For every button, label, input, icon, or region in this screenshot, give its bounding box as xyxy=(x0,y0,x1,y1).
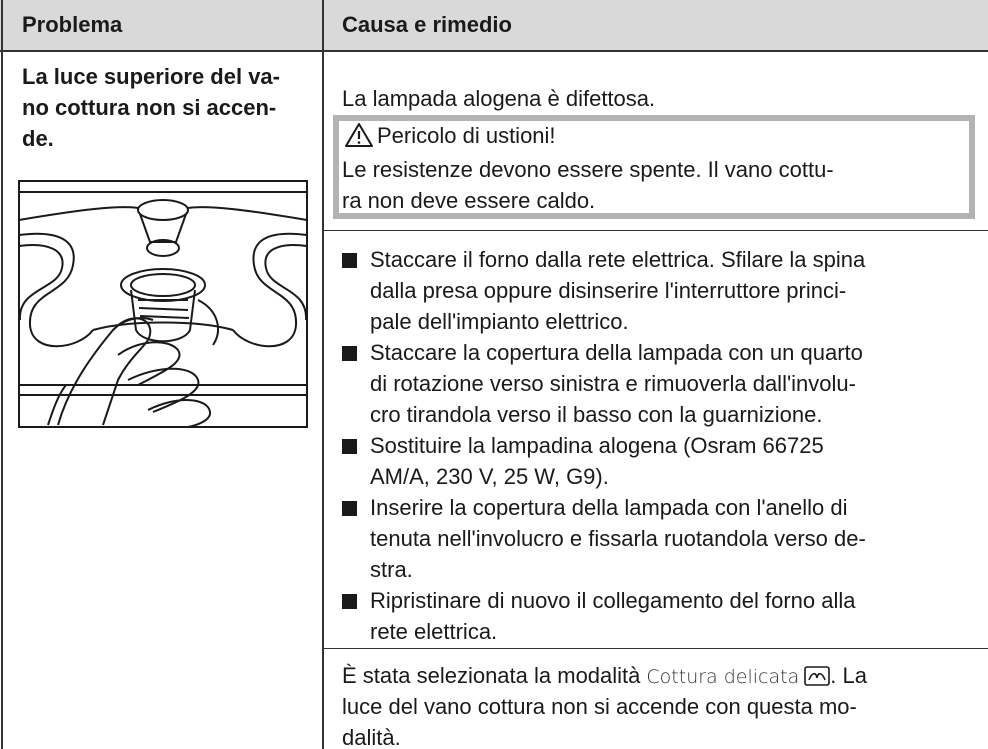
warning-title: Pericolo di ustioni! xyxy=(377,123,556,148)
mode-icon xyxy=(804,666,831,686)
step-text: cro tirandola verso il basso con la guar… xyxy=(370,402,823,427)
header-row xyxy=(0,0,988,50)
note-text: luce del vano cottura non si accende con… xyxy=(342,694,857,719)
note-text: dalità. xyxy=(342,725,401,749)
step-text: Staccare il forno dalla rete elettrica. … xyxy=(370,247,866,272)
note-text: . La xyxy=(830,663,867,688)
step-text: dalla presa oppure disinserire l'interru… xyxy=(370,278,847,303)
cause-text: La lampada alogena è difettosa. xyxy=(342,86,656,111)
table-border xyxy=(1,0,3,749)
step-text: pale dell'impianto elettrico. xyxy=(370,309,629,334)
step-text: stra. xyxy=(370,557,413,582)
row-border xyxy=(323,648,988,649)
bullet xyxy=(342,439,357,454)
row-border xyxy=(323,230,988,231)
bullet xyxy=(342,346,357,361)
bullet xyxy=(342,594,357,609)
problem-text: de. xyxy=(22,126,54,151)
warning-icon xyxy=(345,123,373,147)
step-text: Ripristinare di nuovo il collegamento de… xyxy=(370,588,856,613)
row-border xyxy=(0,50,988,52)
bullet xyxy=(342,501,357,516)
step-text: rete elettrica. xyxy=(370,619,498,644)
step-text: tenuta nell'involucro e fissarla ruotand… xyxy=(370,526,866,551)
step-text: AM/A, 230 V, 25 W, G9). xyxy=(370,464,609,489)
header-cell: Problema xyxy=(22,12,123,37)
problem-text: no cottura non si accen- xyxy=(22,95,277,120)
bullet xyxy=(342,253,357,268)
header-cell: Causa e rimedio xyxy=(342,12,512,37)
note-text: È stata selezionata la modalità xyxy=(342,663,641,688)
illustration xyxy=(18,180,308,428)
step-text: Staccare la copertura della lampada con … xyxy=(370,340,863,365)
step-text: Sostituire la lampadina alogena (Osram 6… xyxy=(370,433,824,458)
step-text: Inserire la copertura della lampada con … xyxy=(370,495,848,520)
warning-text: ra non deve essere caldo. xyxy=(342,188,596,213)
column-border xyxy=(322,0,324,749)
problem-text: La luce superiore del va- xyxy=(22,64,280,89)
warning-box xyxy=(333,115,975,219)
step-text: di rotazione verso sinistra e rimuoverla… xyxy=(370,371,856,396)
warning-text: Le resistenze devono essere spente. Il v… xyxy=(342,157,834,182)
note-text: È stata selezionata la modalità Cottura d… xyxy=(342,661,867,691)
mode-name: Cottura delicata xyxy=(646,666,800,688)
